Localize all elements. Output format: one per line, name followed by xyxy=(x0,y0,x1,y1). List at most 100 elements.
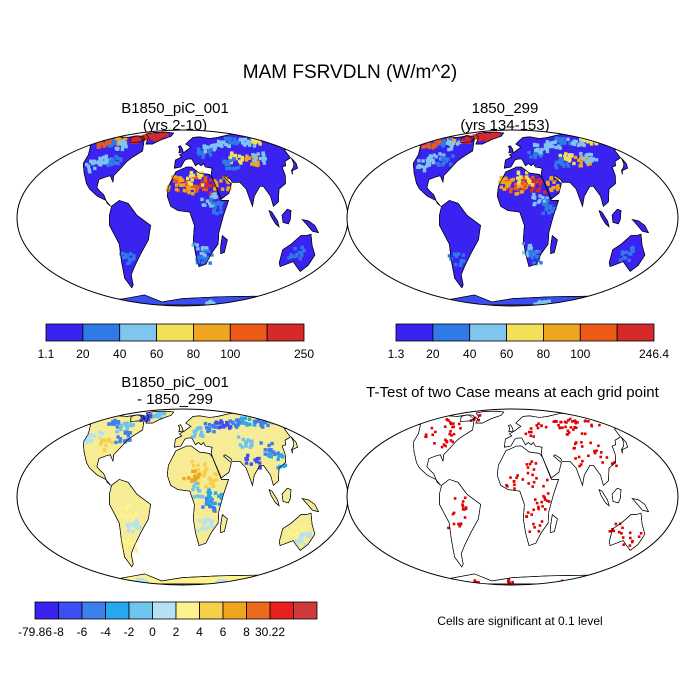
grid-cell xyxy=(196,463,200,468)
colorbar-3-swatch-0 xyxy=(34,601,59,620)
colorbar-1-label-5: 100 xyxy=(220,347,240,361)
grid-cell xyxy=(255,139,260,143)
grid-cell xyxy=(204,425,209,430)
grid-cell xyxy=(186,185,190,190)
grid-cell xyxy=(76,421,80,425)
grid-cell xyxy=(246,438,250,442)
grid-cell xyxy=(218,141,222,145)
grid-cell xyxy=(258,461,262,465)
grid-cell xyxy=(213,179,217,183)
grid-cell xyxy=(114,146,118,151)
grid-cell xyxy=(201,183,205,187)
grid-cell xyxy=(565,432,569,436)
grid-cell xyxy=(220,579,224,583)
grid-cell xyxy=(206,500,210,504)
grid-cell xyxy=(447,147,451,152)
grid-cell xyxy=(284,139,288,143)
grid-cell xyxy=(88,139,92,144)
grid-cell xyxy=(588,134,592,138)
grid-cell xyxy=(521,478,525,481)
grid-cell xyxy=(589,441,592,445)
grid-cell xyxy=(437,163,441,167)
grid-cell xyxy=(513,186,517,191)
main-title: MAM FSRVDLN (W/m^2) xyxy=(242,62,458,83)
grid-cell xyxy=(259,423,263,428)
grid-cell xyxy=(206,255,210,260)
coastline-north-america xyxy=(74,135,145,207)
grid-cell xyxy=(580,445,584,448)
grid-cell xyxy=(206,518,211,522)
grid-cell xyxy=(84,140,88,144)
grid-cell xyxy=(458,524,461,528)
grid-cell xyxy=(537,186,542,191)
grid-cell xyxy=(240,158,244,162)
grid-cell xyxy=(543,143,548,147)
grid-cell xyxy=(100,142,104,146)
grid-cell xyxy=(410,140,414,144)
grid-cell xyxy=(572,161,576,166)
colorbar-panel-1: 1.1 20 40 60 80 100 250 xyxy=(38,323,314,361)
grid-cell xyxy=(477,418,480,422)
grid-cell xyxy=(248,422,252,427)
grid-cell xyxy=(211,501,215,506)
grid-cell xyxy=(533,151,537,155)
colorbar-1-swatch-5 xyxy=(229,323,268,342)
grid-cell xyxy=(507,578,511,581)
grid-cell xyxy=(408,141,412,146)
grid-cell xyxy=(237,154,242,158)
grid-cell xyxy=(153,414,157,418)
grid-cell xyxy=(120,301,125,306)
grid-cell xyxy=(208,178,213,182)
coastline-australia xyxy=(608,512,646,551)
grid-cell xyxy=(432,143,436,147)
grid-cell xyxy=(529,189,534,193)
colorbar-2-swatch-4 xyxy=(543,323,581,342)
grid-cell xyxy=(591,135,595,140)
grid-cell xyxy=(566,137,570,141)
grid-cell xyxy=(501,180,505,185)
grid-cell xyxy=(204,258,208,263)
grid-cell xyxy=(244,444,248,448)
grid-cell xyxy=(451,440,454,444)
grid-cell xyxy=(242,142,247,146)
grid-cell xyxy=(218,425,223,429)
grid-cell xyxy=(607,136,611,141)
grid-cell xyxy=(119,427,123,432)
grid-cell xyxy=(461,140,466,144)
grid-cell xyxy=(224,176,228,180)
grid-cell xyxy=(558,158,562,162)
coastline-new-guinea xyxy=(631,498,650,513)
grid-cell xyxy=(204,187,208,192)
grid-cell xyxy=(208,201,212,206)
grid-cell xyxy=(434,430,437,434)
grid-cell xyxy=(99,431,103,435)
grid-cell xyxy=(102,448,107,452)
grid-cell xyxy=(533,250,537,254)
grid-cell xyxy=(203,462,207,466)
grid-cell xyxy=(203,249,207,253)
grid-cell xyxy=(579,139,583,143)
grid-cell xyxy=(190,478,194,482)
grid-cell xyxy=(630,249,634,254)
grid-cell xyxy=(420,164,424,169)
grid-cell xyxy=(124,136,128,140)
grid-cell xyxy=(266,423,270,428)
grid-cell xyxy=(114,440,118,445)
grid-cell xyxy=(533,143,537,147)
grid-cell xyxy=(206,302,210,306)
grid-cell xyxy=(537,200,541,204)
grid-cell xyxy=(456,252,461,256)
grid-cell xyxy=(569,426,573,429)
grid-cell xyxy=(527,482,530,485)
colorbar-1-swatch-4 xyxy=(193,323,231,342)
grid-cell xyxy=(90,439,94,443)
grid-cell xyxy=(211,302,216,306)
grid-cell xyxy=(588,161,592,166)
coastline-north-america xyxy=(74,414,145,486)
grid-cell xyxy=(459,427,462,430)
grid-cell xyxy=(146,418,151,422)
grid-cell xyxy=(590,135,594,139)
grid-cell xyxy=(451,154,455,158)
map-panel-3-difference xyxy=(16,408,349,586)
colorbar-1-swatch-2 xyxy=(119,323,157,342)
